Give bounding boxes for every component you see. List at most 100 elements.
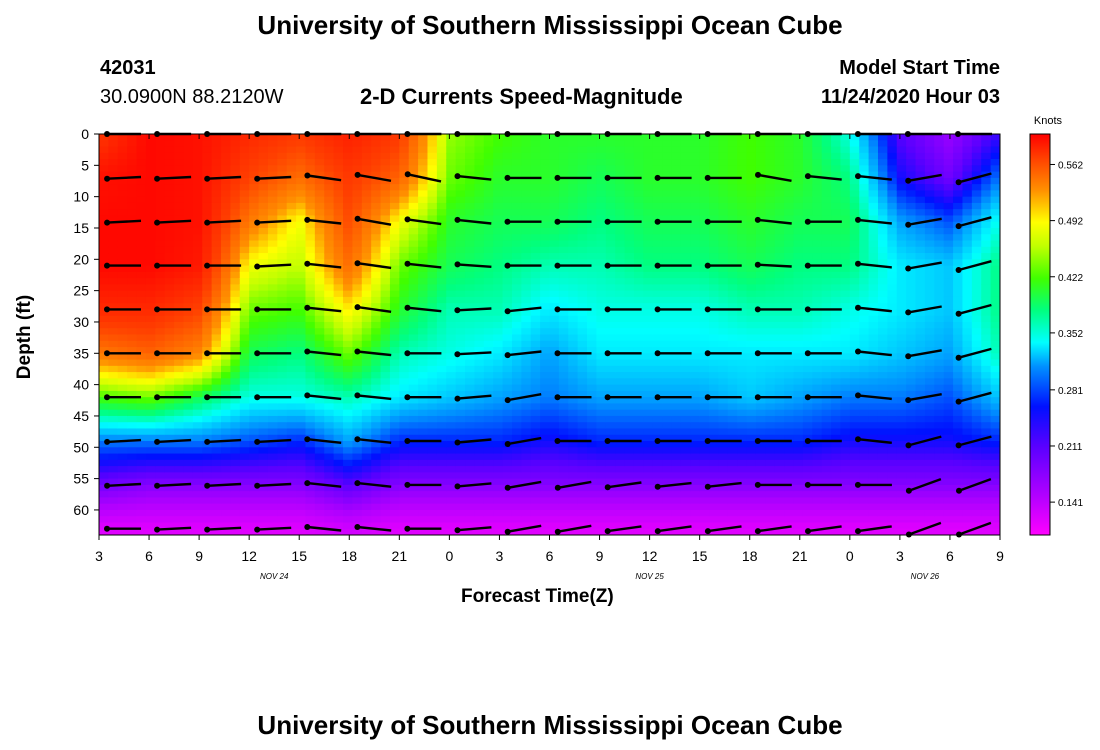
heatmap-cell (746, 522, 757, 530)
heatmap-cell (821, 265, 832, 273)
heatmap-cell (277, 466, 288, 473)
heatmap-cell (343, 171, 354, 179)
heatmap-cell (127, 340, 138, 348)
heatmap-cell (474, 390, 485, 398)
heatmap-cell (511, 177, 522, 185)
heatmap-cell (333, 466, 344, 473)
heatmap-cell (108, 190, 119, 198)
heatmap-cell (755, 290, 766, 298)
heatmap-cell (765, 246, 776, 254)
heatmap-cell (446, 315, 457, 323)
heatmap-cell (671, 284, 682, 292)
heatmap-cell (174, 328, 185, 336)
heatmap-cell (389, 491, 400, 499)
heatmap-cell (333, 378, 344, 386)
heatmap-cell (521, 466, 532, 473)
heatmap-cell (174, 441, 185, 448)
heatmap-cell (577, 509, 588, 517)
heatmap-cell (765, 196, 776, 204)
heatmap-cell (361, 340, 372, 348)
heatmap-cell (371, 321, 382, 329)
heatmap-cell (258, 171, 269, 179)
heatmap-cell (821, 159, 832, 166)
heatmap-cell (136, 459, 147, 467)
heatmap-cell (408, 221, 419, 229)
heatmap-cell (108, 359, 119, 367)
heatmap-cell (352, 497, 363, 505)
heatmap-cell (502, 459, 513, 467)
heatmap-cell (418, 347, 429, 354)
heatmap-cell (127, 171, 138, 179)
heatmap-cell (192, 422, 203, 430)
heatmap-cell (380, 134, 391, 141)
heatmap-cell (605, 516, 616, 524)
heatmap-cell (746, 221, 757, 229)
heatmap-cell (802, 278, 813, 285)
heatmap-cell (821, 528, 832, 535)
heatmap-cell (361, 365, 372, 373)
heatmap-cell (784, 171, 795, 179)
heatmap-cell (727, 146, 738, 154)
heatmap-cell (793, 447, 804, 455)
heatmap-cell (755, 359, 766, 367)
heatmap-cell (192, 271, 203, 279)
heatmap-cell (202, 378, 213, 386)
heatmap-cell (549, 221, 560, 229)
heatmap-cell (643, 491, 654, 499)
heatmap-cell (117, 384, 128, 392)
heatmap-cell (652, 441, 663, 448)
heatmap-cell (183, 397, 194, 405)
heatmap-cell (521, 303, 532, 311)
heatmap-cell (371, 478, 382, 486)
heatmap-cell (615, 165, 626, 173)
heatmap-cell (727, 303, 738, 311)
heatmap-cell (549, 340, 560, 348)
heatmap-cell (774, 209, 785, 217)
heatmap-cell (136, 509, 147, 517)
heatmap-cell (540, 466, 551, 473)
heatmap-cell (662, 378, 673, 386)
heatmap-cell (812, 340, 823, 348)
heatmap-cell (399, 271, 410, 279)
heatmap-cell (230, 478, 241, 486)
heatmap-cell (277, 259, 288, 267)
heatmap-cell (568, 528, 579, 535)
heatmap-cell (258, 196, 269, 204)
heatmap-cell (624, 491, 635, 499)
heatmap-cell (267, 303, 278, 311)
heatmap-cell (427, 365, 438, 373)
heatmap-cell (127, 328, 138, 336)
heatmap-cell (465, 278, 476, 285)
heatmap-cell (221, 509, 231, 517)
heatmap-cell (211, 215, 222, 223)
heatmap-cell (343, 390, 354, 398)
heatmap-cell (502, 365, 513, 373)
heatmap-cell (737, 253, 748, 260)
heatmap-cell (784, 184, 795, 191)
heatmap-cell (765, 328, 776, 336)
heatmap-cell (436, 528, 447, 535)
heatmap-cell (793, 253, 804, 260)
heatmap-cell (502, 140, 513, 148)
heatmap-cell (380, 184, 391, 191)
heatmap-cell (699, 215, 710, 223)
heatmap-cell (587, 209, 598, 217)
heatmap-cell (568, 328, 579, 336)
heatmap-cell (249, 152, 260, 160)
heatmap-cell (427, 265, 438, 273)
heatmap-cell (408, 472, 419, 480)
heatmap-cell (624, 253, 635, 260)
heatmap-cell (127, 528, 138, 535)
heatmap-cell (812, 365, 823, 373)
heatmap-cell (296, 152, 307, 160)
heatmap-cell (258, 353, 269, 361)
heatmap-cell (633, 278, 644, 285)
heatmap-cell (727, 359, 738, 367)
heatmap-cell (127, 409, 138, 417)
heatmap-cell (380, 403, 391, 411)
heatmap-cell (624, 453, 635, 461)
heatmap-cell (389, 215, 400, 223)
heatmap-cell (530, 209, 541, 217)
heatmap-cell (774, 284, 785, 292)
heatmap-cell (258, 265, 269, 273)
